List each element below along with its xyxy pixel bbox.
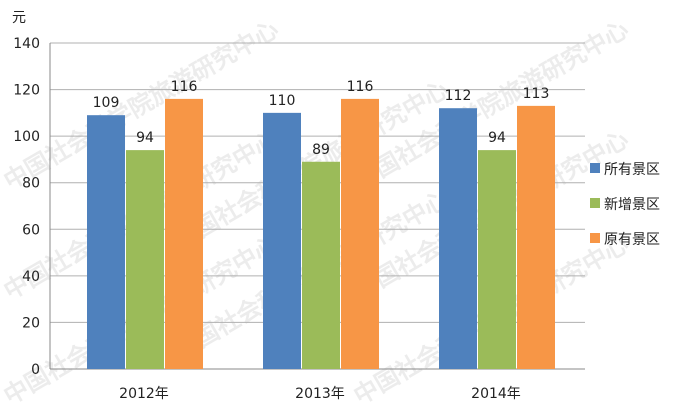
bar [439,108,477,369]
legend-swatch [590,198,600,208]
y-tick-label: 20 [22,315,40,331]
y-tick-label: 100 [13,129,40,145]
data-label: 116 [347,79,374,95]
data-label: 89 [312,142,330,158]
bar [341,98,379,369]
x-tick-label: 2013年 [295,386,345,402]
data-label: 116 [171,79,198,95]
data-label: 94 [488,130,506,146]
data-label: 112 [445,88,472,104]
legend-swatch [590,163,600,173]
y-tick-label: 40 [22,269,40,285]
x-tick-label: 2014年 [471,386,521,402]
legend-swatch [590,233,600,243]
legend-label: 原有景区 [604,232,660,248]
bar [263,112,301,369]
bar [87,115,125,369]
bar [478,150,516,369]
y-tick-label: 60 [22,222,40,238]
y-tick-label: 80 [22,176,40,192]
y-tick-label: 140 [13,36,40,52]
bar [165,98,203,369]
data-label: 94 [136,130,154,146]
bar [126,150,164,369]
legend-label: 新增景区 [604,197,660,213]
legend-label: 所有景区 [604,162,660,178]
y-tick-label: 120 [13,83,40,99]
y-axis-unit: 元 [12,10,26,26]
y-tick-label: 0 [31,362,40,378]
data-label: 113 [523,86,550,102]
x-tick-label: 2012年 [119,386,169,402]
data-label: 109 [93,95,120,111]
bar [517,105,555,369]
data-label: 110 [269,93,296,109]
bar [302,161,340,369]
